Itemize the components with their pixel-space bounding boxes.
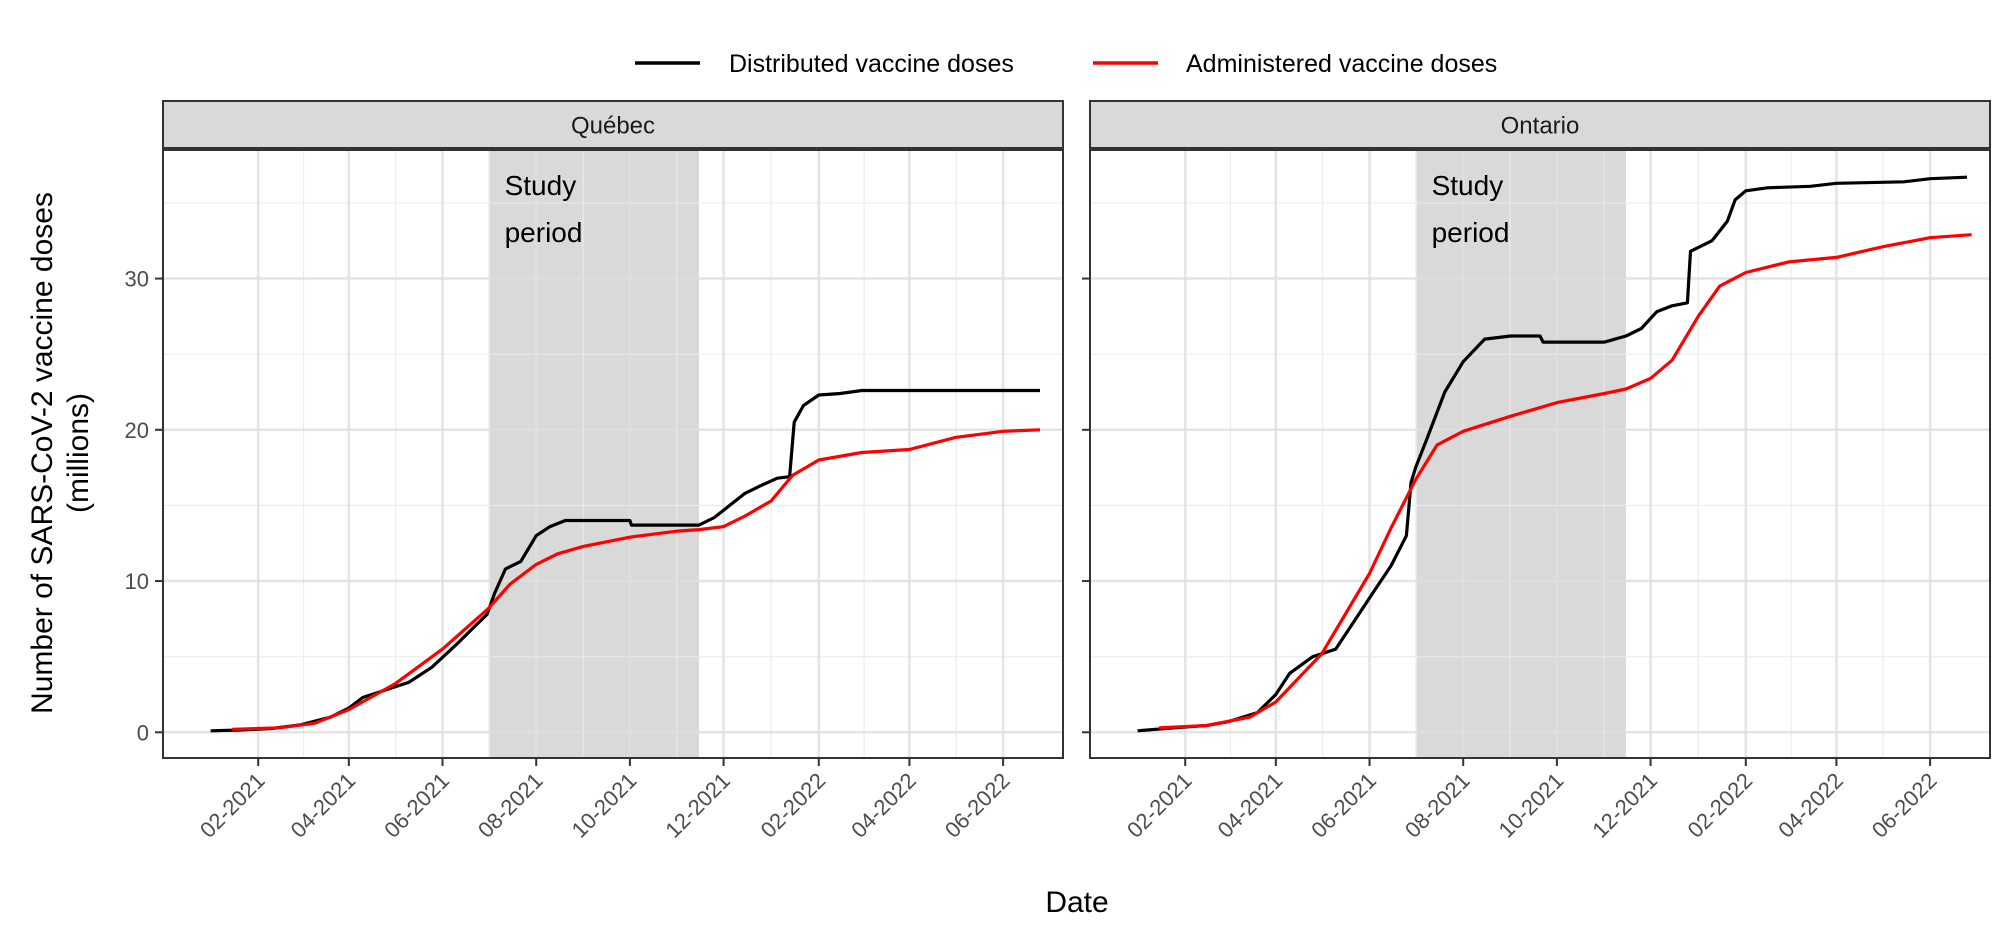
y-axis-title-line1: Number of SARS-CoV-2 vaccine doses <box>26 192 59 714</box>
y-axis-title: Number of SARS-CoV-2 vaccine doses (mill… <box>26 192 95 714</box>
y-tick-label: 20 <box>125 418 149 443</box>
study-period-label-line2: period <box>1432 217 1510 248</box>
series-line-administered <box>232 428 1041 731</box>
study-period-label-line1: Study <box>1432 170 1504 201</box>
legend-label-administered: Administered vaccine doses <box>1186 50 1497 78</box>
series-line-administered <box>1159 233 1972 730</box>
legend: Distributed vaccine doses Administered v… <box>635 50 1497 78</box>
y-tick-label: 30 <box>125 267 149 292</box>
facet-strip-title: Québec <box>571 113 655 140</box>
series-line-distributed <box>210 388 1040 733</box>
y-tick-label: 10 <box>125 569 149 594</box>
y-tick-label: 0 <box>137 720 149 745</box>
facet-strip <box>1089 100 1991 149</box>
panel-border <box>162 149 1064 759</box>
panel-border <box>1089 149 1991 759</box>
facet-strip <box>162 100 1064 149</box>
series-line-distributed <box>1137 175 1968 733</box>
facet-strip-title: Ontario <box>1501 113 1580 140</box>
x-axis-title: Date <box>1045 886 1108 919</box>
y-axis-title-line2: (millions) <box>62 393 95 513</box>
legend-label-distributed: Distributed vaccine doses <box>729 50 1014 78</box>
study-period-label-line2: period <box>505 217 583 248</box>
study-period-label-line1: Study <box>505 170 577 201</box>
